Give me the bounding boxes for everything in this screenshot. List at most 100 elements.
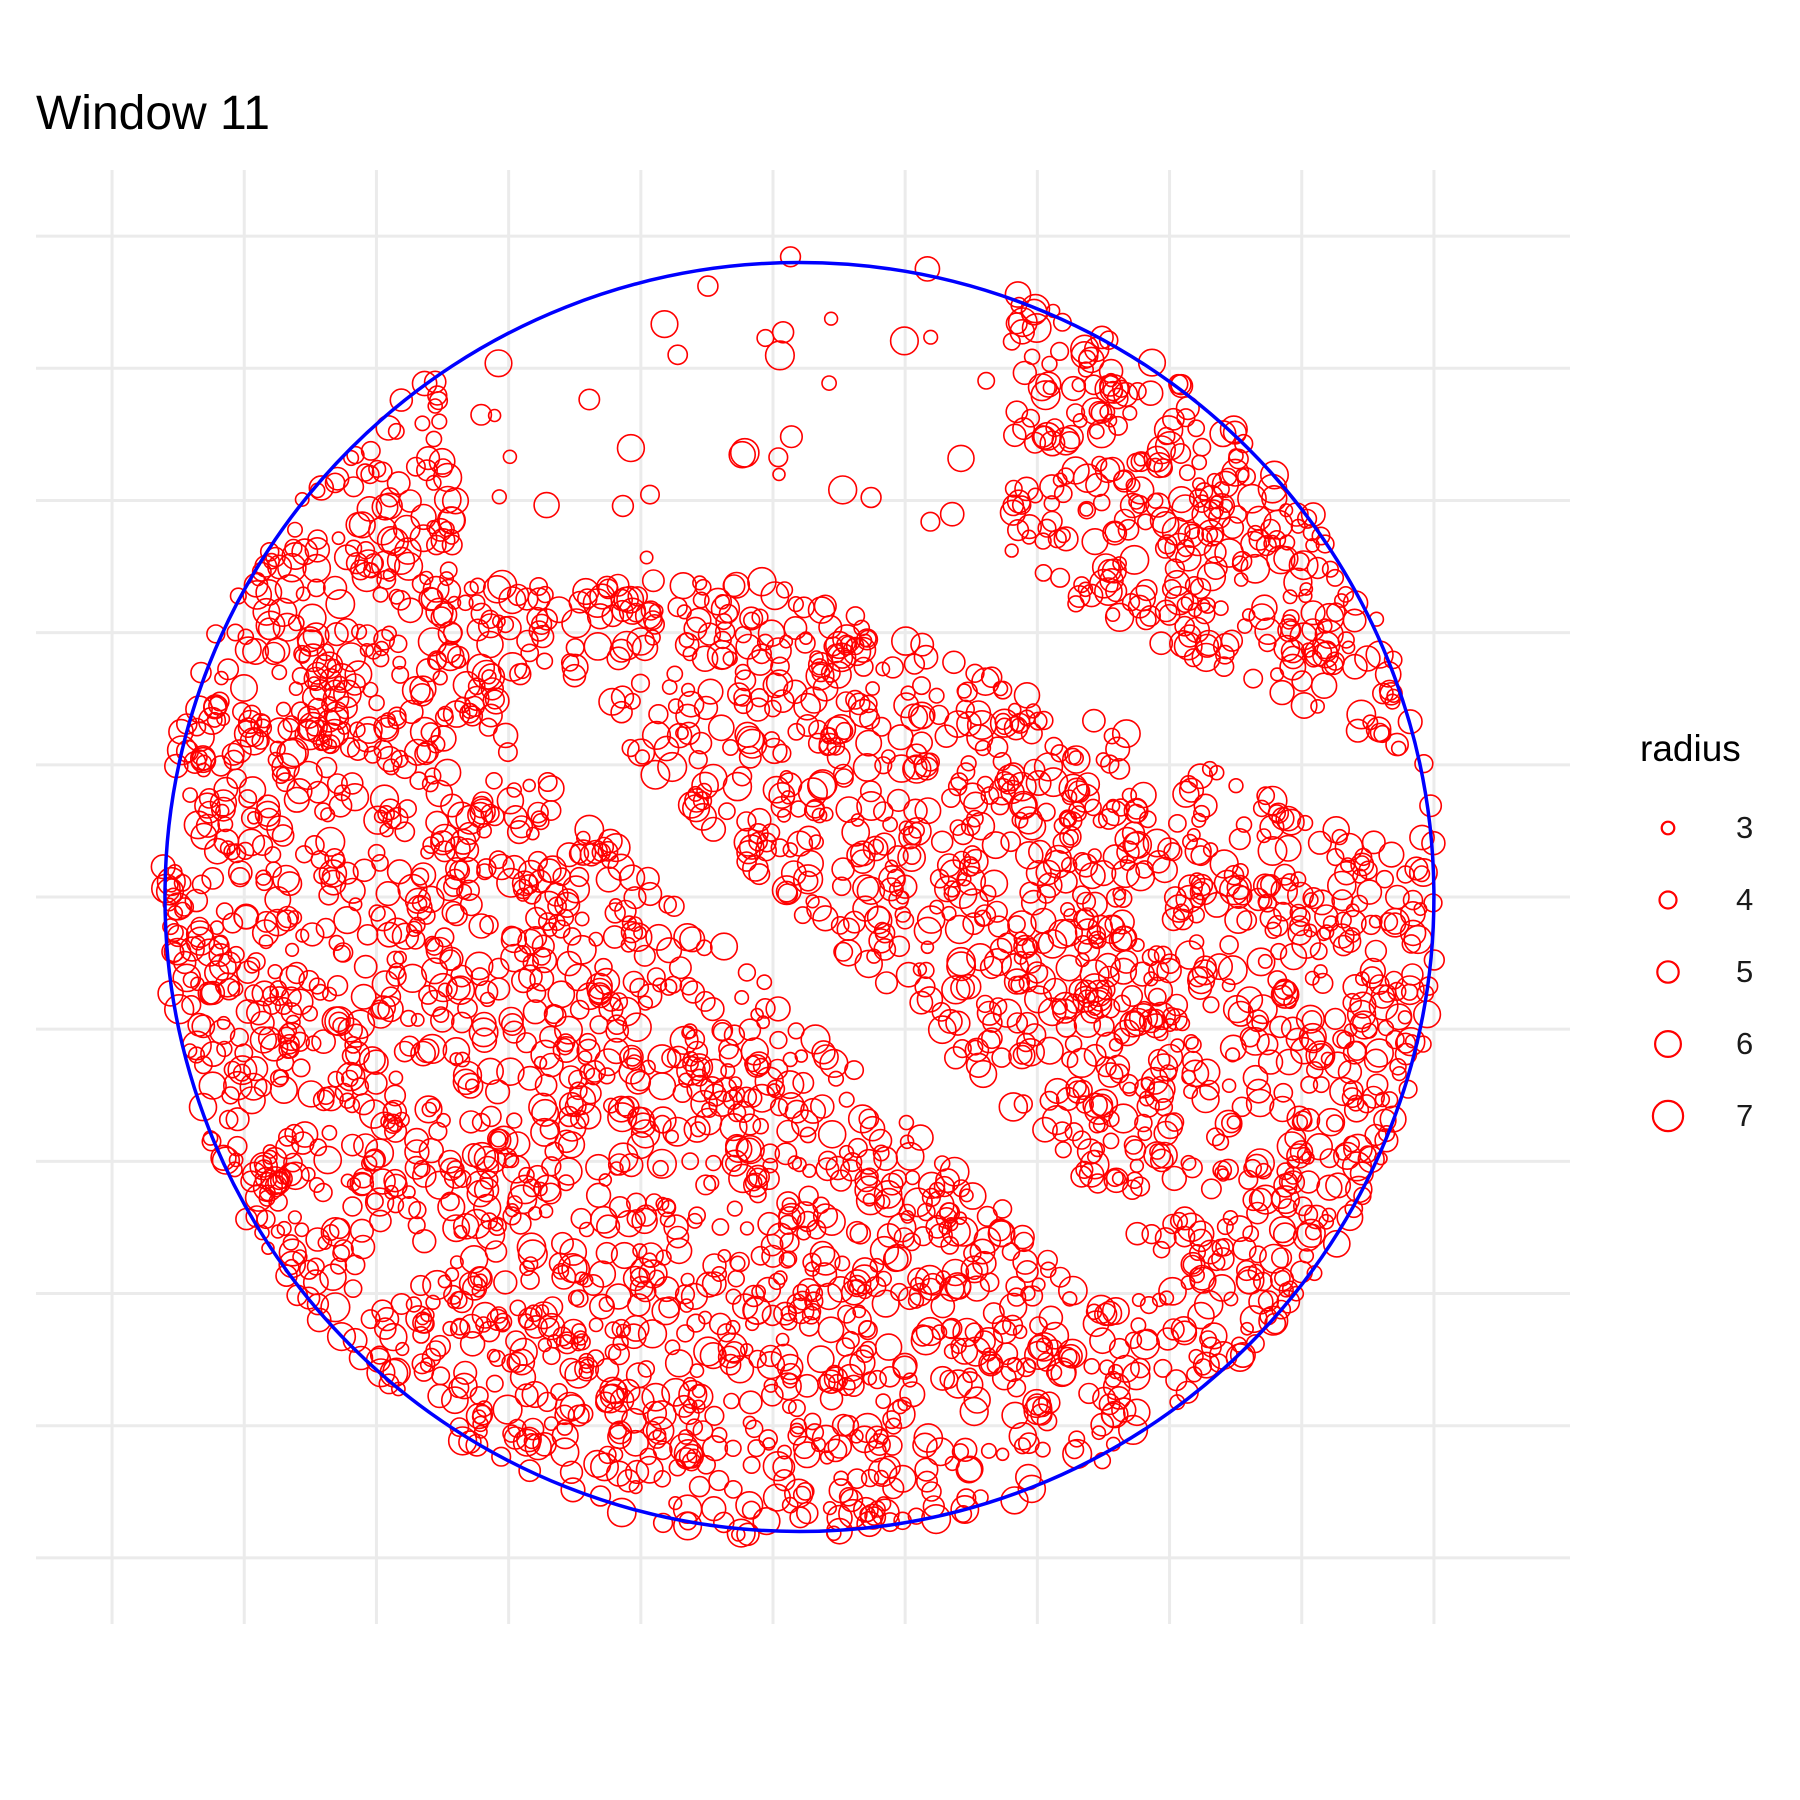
point bbox=[1380, 1091, 1399, 1109]
point bbox=[1180, 1154, 1197, 1171]
point bbox=[427, 1383, 452, 1409]
point bbox=[297, 705, 321, 729]
point bbox=[852, 753, 882, 782]
point bbox=[1006, 1378, 1027, 1398]
point bbox=[731, 766, 753, 787]
point bbox=[1206, 953, 1234, 981]
point bbox=[479, 991, 496, 1008]
point bbox=[271, 824, 295, 847]
chart-title: Window 11 bbox=[36, 87, 270, 140]
point bbox=[309, 1138, 328, 1157]
point bbox=[936, 853, 961, 878]
point bbox=[915, 1316, 945, 1347]
point bbox=[388, 588, 405, 605]
point bbox=[746, 1051, 772, 1077]
point bbox=[1129, 961, 1155, 987]
point bbox=[868, 1128, 893, 1153]
point bbox=[291, 667, 310, 685]
point bbox=[1002, 494, 1025, 517]
point bbox=[404, 1127, 430, 1153]
point bbox=[1082, 1092, 1108, 1119]
point bbox=[1268, 1216, 1297, 1244]
point bbox=[328, 934, 345, 952]
point bbox=[1064, 1035, 1083, 1053]
point bbox=[1111, 1171, 1126, 1186]
point bbox=[718, 603, 739, 624]
point bbox=[547, 980, 576, 1009]
point bbox=[275, 701, 292, 717]
point bbox=[1223, 864, 1245, 886]
point bbox=[773, 1372, 802, 1401]
point bbox=[380, 527, 409, 557]
point bbox=[1246, 947, 1276, 977]
point bbox=[674, 632, 700, 658]
point bbox=[947, 878, 978, 910]
point bbox=[1040, 1261, 1057, 1279]
point bbox=[757, 619, 786, 648]
point bbox=[333, 905, 362, 935]
point bbox=[1035, 1036, 1064, 1065]
point bbox=[912, 1432, 938, 1459]
point bbox=[1089, 568, 1119, 599]
point bbox=[1097, 1062, 1124, 1088]
point bbox=[275, 1264, 298, 1287]
point bbox=[530, 1039, 561, 1070]
point bbox=[606, 1497, 637, 1528]
point bbox=[736, 811, 757, 832]
point bbox=[461, 705, 484, 727]
point bbox=[1139, 1295, 1158, 1315]
point bbox=[321, 696, 338, 713]
point bbox=[431, 1366, 451, 1386]
point bbox=[570, 1289, 589, 1308]
point bbox=[792, 596, 815, 619]
point bbox=[669, 1433, 699, 1463]
point bbox=[645, 923, 673, 951]
point bbox=[191, 874, 212, 895]
point bbox=[236, 960, 260, 985]
point bbox=[223, 843, 241, 861]
point bbox=[853, 619, 871, 637]
point bbox=[688, 1475, 711, 1498]
point bbox=[1012, 1324, 1028, 1340]
point bbox=[523, 925, 548, 950]
point bbox=[830, 916, 850, 935]
point bbox=[1274, 834, 1302, 862]
point bbox=[872, 832, 896, 856]
point bbox=[232, 701, 252, 722]
point bbox=[1162, 1213, 1183, 1235]
point bbox=[502, 1206, 522, 1226]
point bbox=[1273, 1173, 1298, 1198]
point bbox=[1290, 1036, 1318, 1065]
point bbox=[286, 988, 314, 1016]
point bbox=[832, 763, 854, 785]
point bbox=[747, 1083, 777, 1113]
point bbox=[537, 1337, 553, 1353]
point bbox=[673, 1438, 704, 1469]
point bbox=[285, 961, 308, 985]
point bbox=[1157, 837, 1181, 861]
point bbox=[162, 918, 180, 936]
point bbox=[1012, 1044, 1033, 1065]
point bbox=[1173, 903, 1191, 921]
point bbox=[742, 1172, 768, 1198]
point bbox=[1074, 979, 1099, 1004]
point bbox=[416, 906, 436, 925]
point bbox=[1023, 348, 1041, 366]
point bbox=[295, 845, 314, 864]
point bbox=[1301, 1028, 1326, 1054]
point bbox=[913, 644, 939, 670]
point bbox=[404, 1155, 429, 1180]
point bbox=[1305, 1132, 1334, 1161]
point bbox=[637, 1360, 656, 1378]
point bbox=[825, 1155, 851, 1181]
point bbox=[308, 1177, 325, 1194]
point bbox=[1325, 1172, 1352, 1199]
point bbox=[328, 1217, 351, 1240]
point bbox=[1065, 403, 1086, 423]
point bbox=[729, 1255, 746, 1272]
point bbox=[847, 692, 871, 716]
point bbox=[302, 1269, 329, 1296]
point bbox=[486, 1128, 509, 1150]
point bbox=[802, 1163, 817, 1179]
point bbox=[1146, 1008, 1166, 1028]
